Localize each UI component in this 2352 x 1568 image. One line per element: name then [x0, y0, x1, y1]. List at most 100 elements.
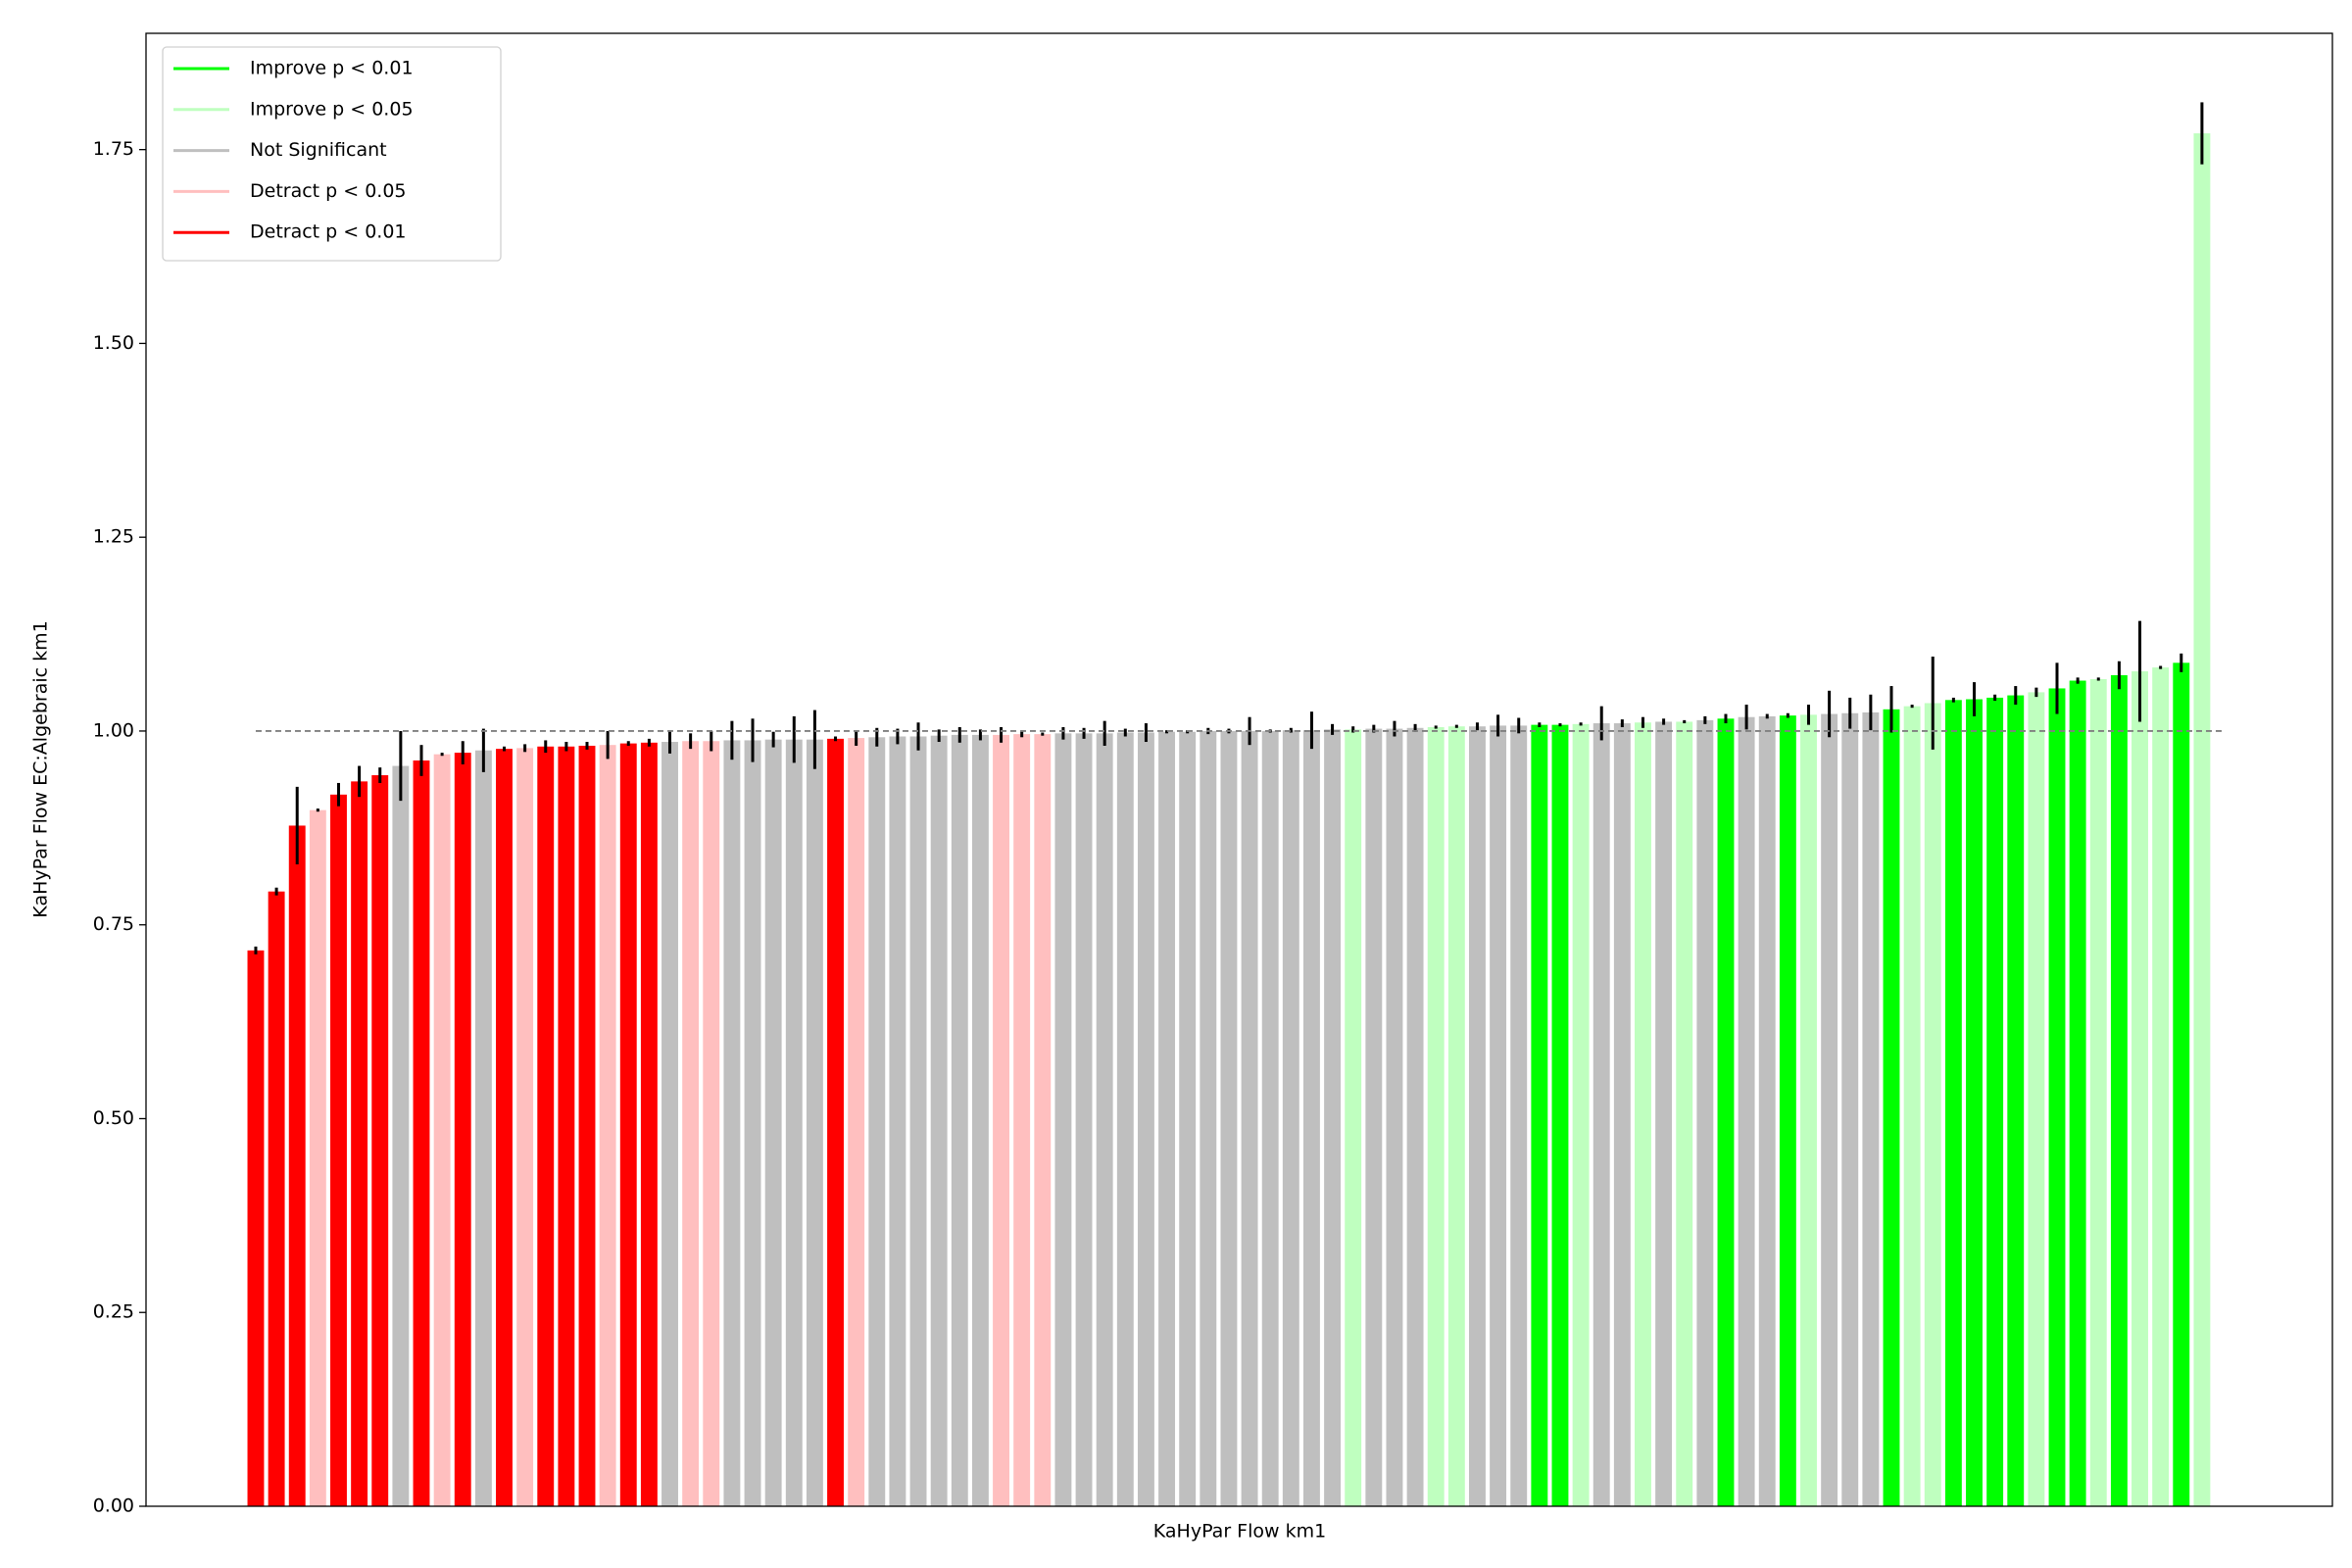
bar [454, 753, 471, 1506]
plot-frame [145, 32, 2333, 1507]
legend-box [162, 46, 502, 262]
y-tick-label: 1.25 [93, 526, 134, 548]
bar [330, 794, 347, 1506]
bar [848, 738, 865, 1506]
bar [1966, 699, 1983, 1506]
bar [909, 736, 927, 1506]
legend-label: Improve p < 0.05 [250, 98, 414, 120]
bar [806, 739, 823, 1506]
bar [2193, 133, 2211, 1507]
bar [1365, 728, 1383, 1506]
bar [2152, 667, 2170, 1506]
bar [1427, 726, 1445, 1506]
y-tick-label: 1.75 [93, 138, 134, 160]
bar [558, 746, 575, 1506]
bar [1447, 726, 1465, 1506]
x-axis-label: KaHyPar Flow km1 [1153, 1521, 1326, 1543]
bar [2028, 692, 2045, 1506]
bar [723, 740, 741, 1506]
bar [1013, 734, 1031, 1506]
bar [2089, 678, 2107, 1506]
bar [1551, 724, 1569, 1506]
bar [1944, 700, 1962, 1506]
bar [1924, 703, 1941, 1506]
bar [868, 737, 886, 1506]
bar [889, 736, 906, 1506]
bar [930, 735, 948, 1506]
bar [371, 775, 389, 1506]
bar [1779, 715, 1796, 1506]
bar [682, 741, 700, 1506]
bar [1841, 712, 1859, 1506]
bar [1676, 721, 1693, 1506]
bar [599, 745, 616, 1506]
bar [1531, 724, 1548, 1506]
bar [1241, 730, 1258, 1506]
bar [1116, 732, 1134, 1506]
y-tick-label: 0.25 [93, 1301, 134, 1323]
bar [1696, 719, 1714, 1506]
bar [640, 742, 658, 1506]
bar [1986, 697, 2004, 1506]
bar [951, 734, 968, 1506]
bar [1800, 714, 1817, 1506]
bar [1821, 713, 1838, 1506]
bar [1324, 729, 1342, 1506]
bar [744, 740, 761, 1506]
bar [413, 760, 430, 1506]
bar [1282, 730, 1299, 1506]
bar [1200, 730, 1217, 1506]
bar [496, 749, 513, 1506]
bar [247, 950, 265, 1506]
y-tick-label: 0.50 [93, 1107, 134, 1129]
bar [1406, 727, 1424, 1506]
bar [1862, 711, 1880, 1506]
bar [433, 754, 451, 1506]
bar [309, 809, 326, 1506]
bar [1738, 716, 1755, 1506]
bar [971, 734, 989, 1506]
bar [1592, 723, 1610, 1506]
bar [1717, 718, 1735, 1506]
bar [1158, 731, 1176, 1506]
bar [1096, 733, 1113, 1506]
bar [2069, 680, 2086, 1506]
bar [993, 734, 1009, 1506]
bar [827, 738, 844, 1506]
legend-label: Detract p < 0.01 [250, 221, 407, 243]
legend-label: Not Significant [250, 139, 387, 161]
bar [662, 742, 678, 1506]
bar [1302, 730, 1320, 1506]
bar [537, 746, 555, 1506]
bar [268, 891, 285, 1506]
legend-label: Detract p < 0.05 [250, 180, 407, 202]
bar [1655, 721, 1673, 1506]
bar [1572, 723, 1590, 1506]
bar [1345, 729, 1362, 1506]
bar [392, 765, 410, 1506]
y-tick-label: 1.00 [93, 719, 134, 741]
bar [2048, 688, 2066, 1506]
bar [1903, 706, 1921, 1506]
bar [785, 739, 803, 1506]
bar [578, 745, 596, 1506]
bar [288, 825, 306, 1506]
bar [351, 781, 368, 1506]
bar [1386, 728, 1403, 1506]
bar [1034, 734, 1052, 1506]
bar [2173, 662, 2190, 1506]
bar [619, 743, 637, 1506]
bar [1220, 730, 1238, 1506]
bar [1635, 722, 1651, 1506]
bar [2007, 695, 2025, 1506]
bar [1490, 725, 1507, 1506]
bar [1137, 732, 1154, 1506]
y-tick-label: 1.50 [93, 332, 134, 354]
bar [2132, 671, 2148, 1506]
bar [1613, 723, 1631, 1506]
y-tick-label: 0.75 [93, 913, 134, 935]
bar [1469, 726, 1486, 1506]
bar [703, 741, 720, 1506]
bar [1758, 715, 1776, 1506]
